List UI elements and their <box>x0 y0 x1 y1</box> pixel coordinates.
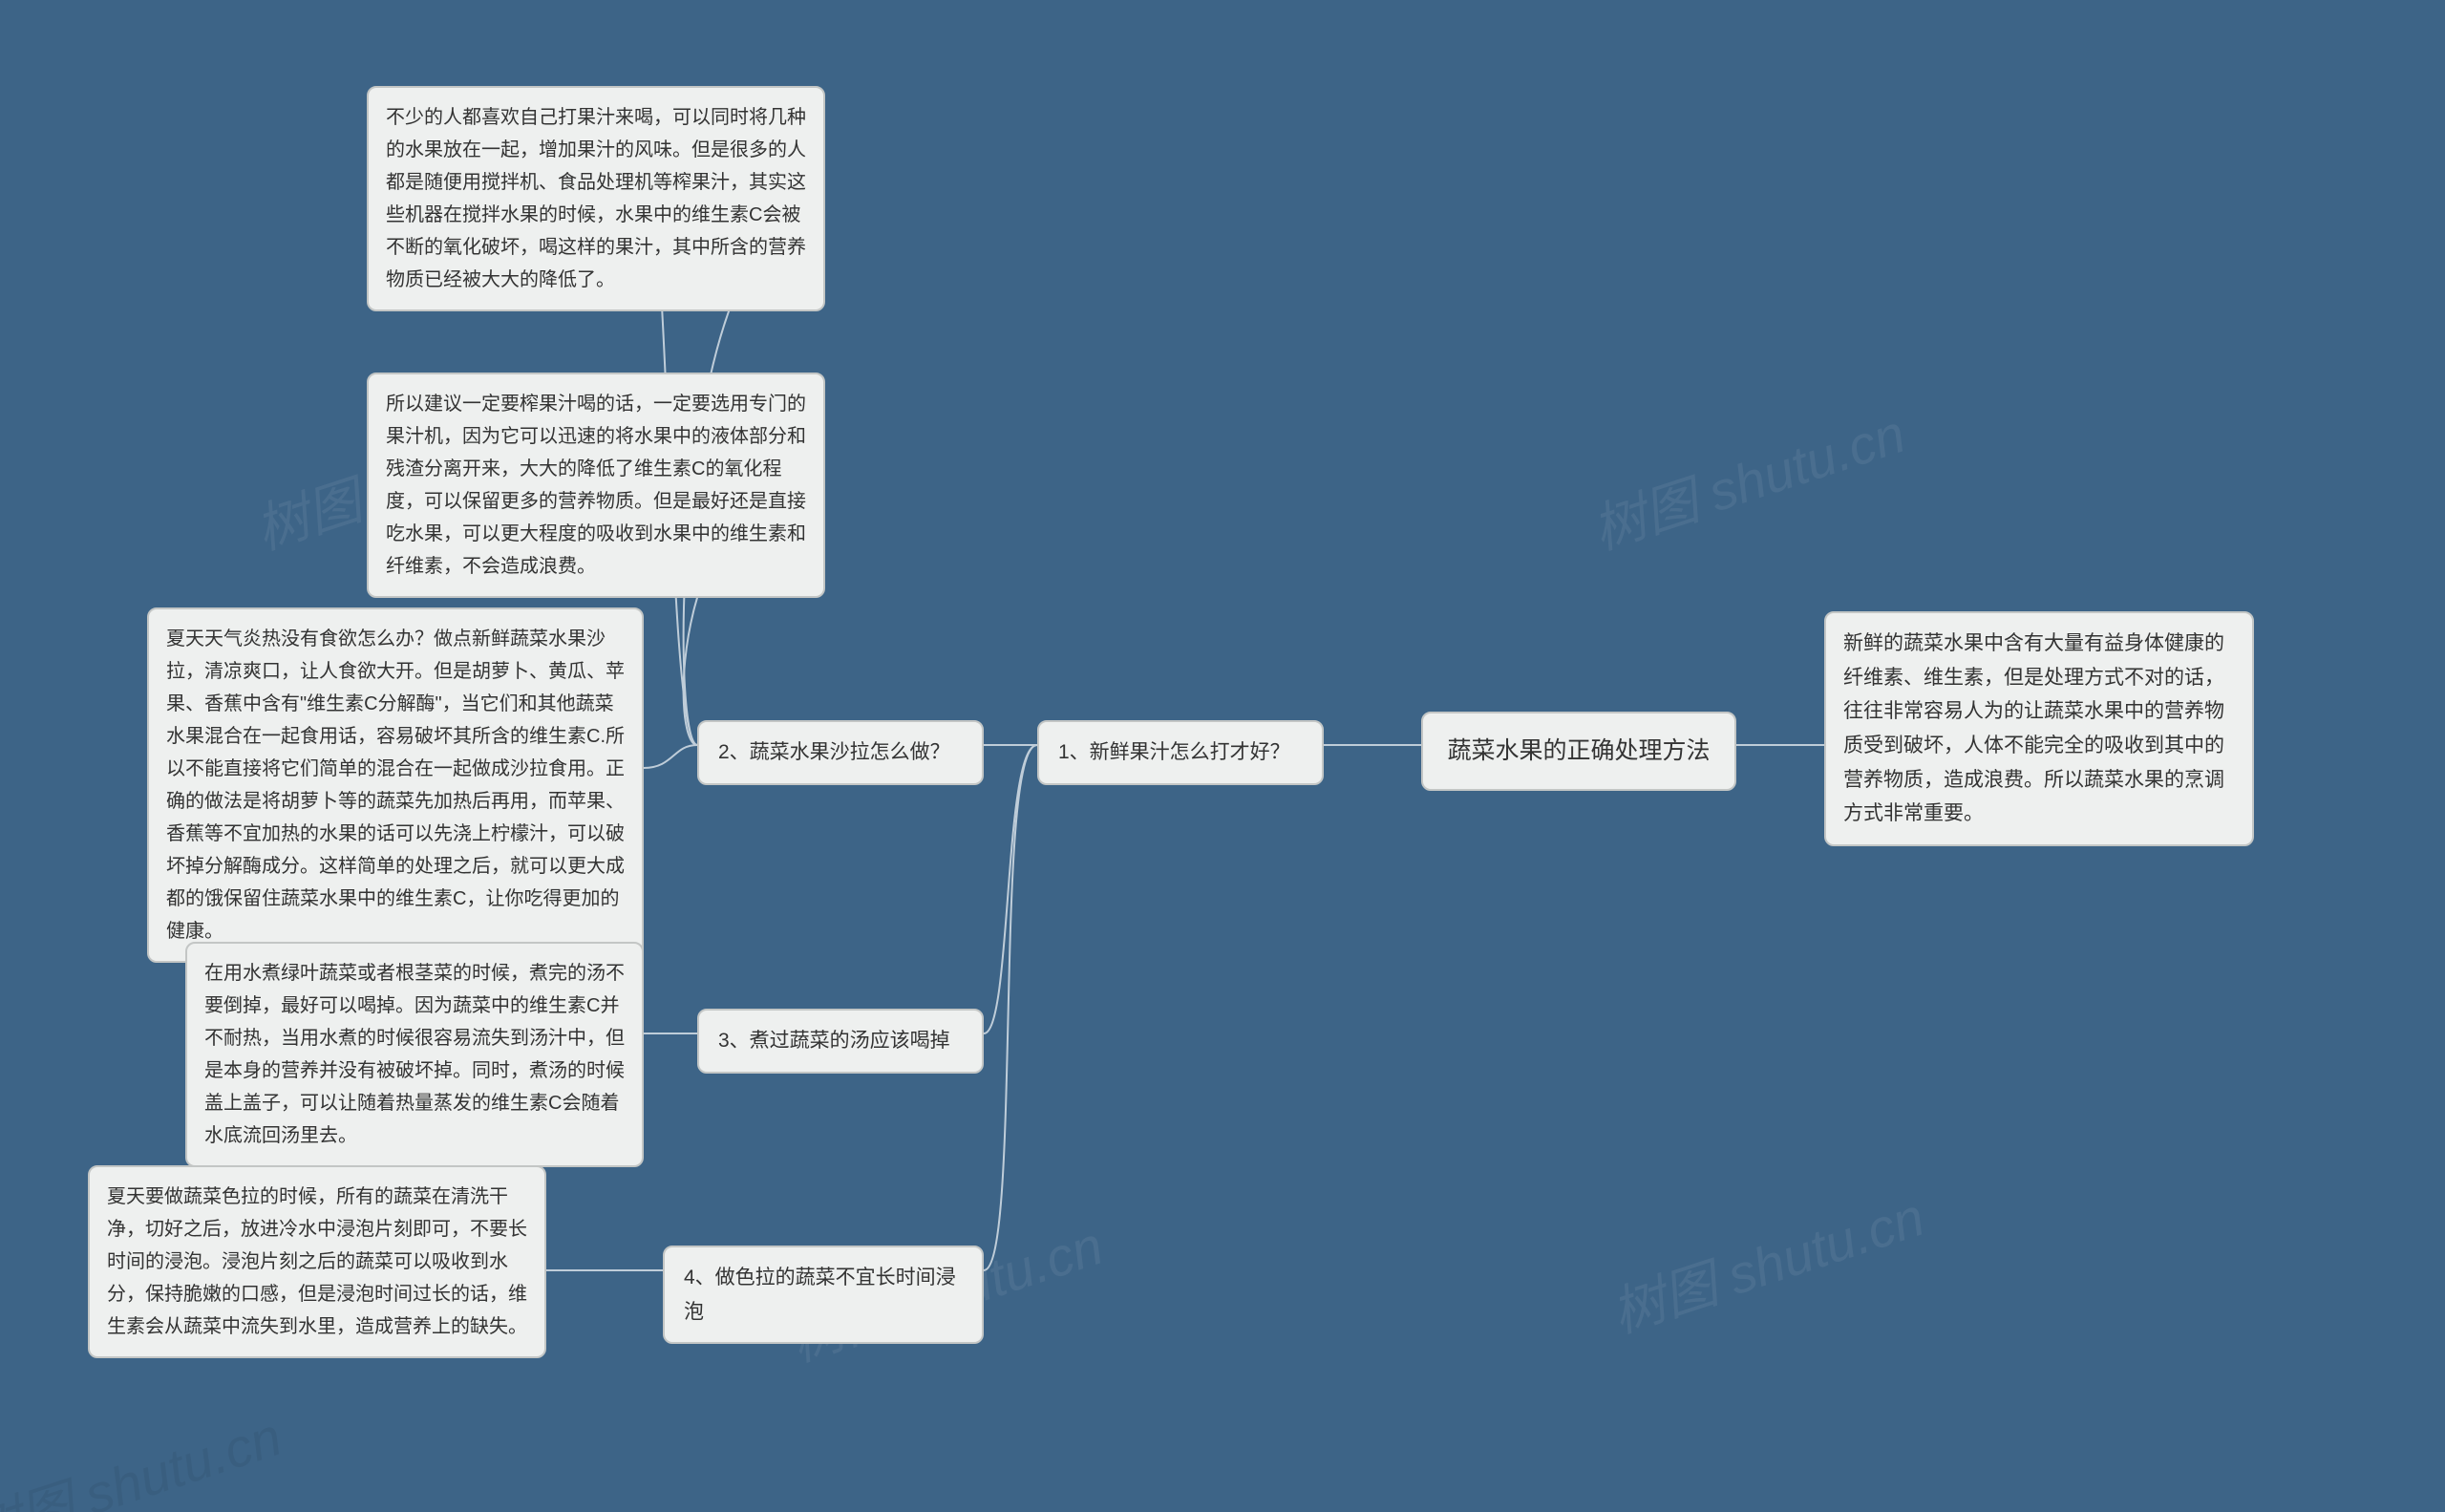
watermark: 树图 shutu.cn <box>1601 1175 1933 1349</box>
watermark: 树图 shutu.cn <box>1582 392 1914 565</box>
mindmap-leaf-node[interactable]: 不少的人都喜欢自己打果汁来喝，可以同时将几种的水果放在一起，增加果汁的风味。但是… <box>367 86 825 311</box>
mindmap-leaf-node[interactable]: 所以建议一定要榨果汁喝的话，一定要选用专门的果汁机，因为它可以迅速的将水果中的液… <box>367 373 825 598</box>
mindmap-center-node[interactable]: 蔬菜水果的正确处理方法 <box>1421 712 1736 791</box>
mindmap-branch-node[interactable]: 2、蔬菜水果沙拉怎么做？ <box>697 720 984 785</box>
watermark: 树图 shutu.cn <box>0 1395 289 1512</box>
mindmap-branch-node[interactable]: 4、做色拉的蔬菜不宜长时间浸泡 <box>663 1246 984 1344</box>
mindmap-leaf-node[interactable]: 夏天天气炎热没有食欲怎么办？做点新鲜蔬菜水果沙拉，清凉爽口，让人食欲大开。但是胡… <box>147 607 644 963</box>
mindmap-branch-node[interactable]: 1、新鲜果汁怎么打才好？ <box>1037 720 1324 785</box>
mindmap-description-node[interactable]: 新鲜的蔬菜水果中含有大量有益身体健康的纤维素、维生素，但是处理方式不对的话，往往… <box>1824 611 2254 846</box>
mindmap-leaf-node[interactable]: 在用水煮绿叶蔬菜或者根茎菜的时候，煮完的汤不要倒掉，最好可以喝掉。因为蔬菜中的维… <box>185 942 644 1167</box>
mindmap-leaf-node[interactable]: 夏天要做蔬菜色拉的时候，所有的蔬菜在清洗干净，切好之后，放进冷水中浸泡片刻即可，… <box>88 1165 546 1358</box>
mindmap-branch-node[interactable]: 3、煮过蔬菜的汤应该喝掉 <box>697 1009 984 1074</box>
